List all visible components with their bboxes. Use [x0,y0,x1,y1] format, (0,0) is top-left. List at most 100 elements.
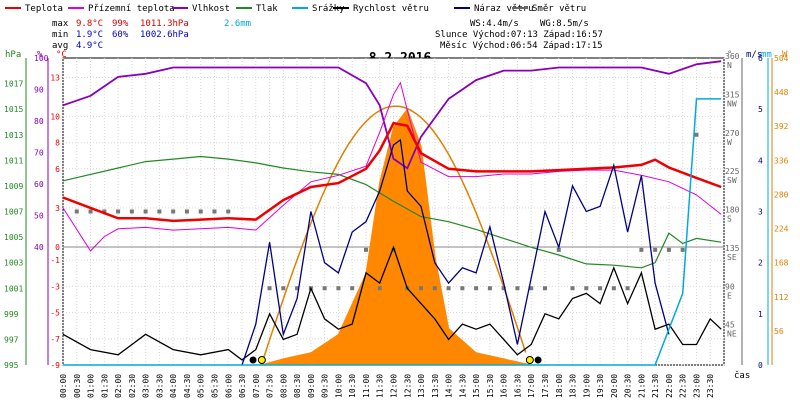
wind-dir-point [598,286,603,291]
x-tick-label: 13:30 [431,374,440,398]
stats-avg-label: avg [52,41,68,51]
x-tick-label: 19:30 [596,374,605,398]
x-tick-label: 06:00 [224,374,233,398]
wind-dir-point [391,247,396,252]
hpa-tick-label: 995 [4,361,19,370]
x-tick-label: 10:30 [348,374,357,398]
hpa-tick-label: 1009 [4,182,23,191]
wind-dir-point [74,209,79,214]
sun-moon-markers [249,356,542,364]
x-tick-label: 10:00 [334,374,343,398]
solar-radiation-area [261,108,532,366]
dir-tick-label: 270 [725,129,740,138]
moonset-marker [534,356,542,364]
x-tick-label: 12:00 [390,374,399,398]
x-tick-label: 23:00 [692,374,701,398]
x-tick-label: 19:00 [582,374,591,398]
stats-min-temp: 1.9°C [76,30,103,40]
w-tick-label: 280 [774,190,789,199]
dir-tick-label: 360 [725,52,740,61]
rain-line [63,98,722,366]
x-tick-label: 08:30 [293,374,302,398]
wind-dir-point [556,247,561,252]
pct-tick-label: 60 [34,180,44,189]
x-tick-label: 18:30 [569,374,578,398]
x-tick-label: 01:00 [87,374,96,398]
legend-item: Tlak [256,4,278,14]
ms-tick-label: 0 [758,361,763,370]
info-moon: Měsíc Východ:06:54 Západ:17:15 [440,41,603,51]
solar-max-arc [260,105,527,366]
dir-tick-compass: SE [727,253,737,262]
stats-max-temp: 9.8°C [76,19,103,29]
dir-tick-label: 225 [725,167,740,176]
ms-unit: m/s [746,50,762,60]
x-tick-label: 21:30 [651,374,660,398]
x-tick-label: 13:00 [417,374,426,398]
dir-tick-compass: N [727,61,732,70]
mm-unit: mm [761,50,772,60]
sunrise-marker [257,356,266,364]
stats-max-rain: 2.6mm [224,19,251,29]
hpa-tick-label: 1013 [4,131,23,140]
wind-dir-point [198,209,203,214]
x-tick-label: 02:30 [128,374,137,398]
dir-tick-label: 315 [725,90,740,99]
x-tick-label: 04:00 [169,374,178,398]
dir-tick-compass: NW [727,99,737,108]
x-tick-label: 04:30 [183,374,192,398]
temp-unit: °C [56,50,67,60]
x-tick-label: 20:30 [624,374,633,398]
wind-dir-point [322,286,327,291]
hpa-unit: hPa [5,50,21,60]
wind-dir-point [446,286,451,291]
wind-dir-point [611,286,616,291]
ms-tick-label: 5 [758,105,763,114]
x-tick-label: 22:30 [679,374,688,398]
x-tick-label: 14:00 [445,374,454,398]
temp-tick-label: 8 [55,139,60,148]
info-wg: WG:8.5m/s [540,19,589,29]
stats-min-label: min [52,30,68,40]
temp-tick-label: -3 [50,282,60,291]
x-tick-label: 09:00 [307,374,316,398]
x-tick-label: 16:30 [513,374,522,398]
x-tick-label: 17:00 [527,374,536,398]
pct-unit: % [37,50,43,60]
legend-item: Směr větru [532,4,586,14]
moonrise-marker [249,356,257,364]
x-tick-label: 21:00 [637,374,646,398]
x-tick-label: 07:00 [252,374,261,398]
pressure-line [62,155,722,269]
temp-line [62,121,722,223]
hpa-tick-label: 1015 [4,105,23,114]
stats-min-press: 1002.6hPa [140,30,189,40]
wind-dir-point [184,209,189,214]
ground-temp-line [62,81,722,252]
axis-ticks: 1017101510131011100910071005100310019999… [4,52,789,398]
x-tick-label: 17:30 [541,374,550,398]
temp-tick-label: 3 [55,204,60,213]
wind-dir-point [584,286,589,291]
wind-dir-point [88,209,93,214]
pct-tick-label: 50 [34,212,44,221]
x-tick-label: 20:00 [610,374,619,398]
x-tick-label: 03:00 [142,374,151,398]
dir-tick-compass: NE [727,330,737,339]
w-unit: W [782,50,788,60]
hpa-tick-label: 1003 [4,259,23,268]
temp-tick-label: -1 [50,256,60,265]
wind-dir-point [432,286,437,291]
w-tick-label: 392 [774,122,789,131]
x-tick-label: 14:30 [458,374,467,398]
wind-dir-point [419,286,424,291]
hpa-tick-label: 1011 [4,156,23,165]
wind-dir-point [267,286,272,291]
wind-dir-point [281,286,286,291]
wind-dir-point [625,286,630,291]
wind-dir-point [460,286,465,291]
temp-tick-label: 13 [50,74,60,83]
info-sun: Slunce Východ:07:13 Západ:16:57 [435,30,603,40]
legend-item: Vlhkost [192,4,230,14]
dir-tick-label: 180 [725,206,740,215]
